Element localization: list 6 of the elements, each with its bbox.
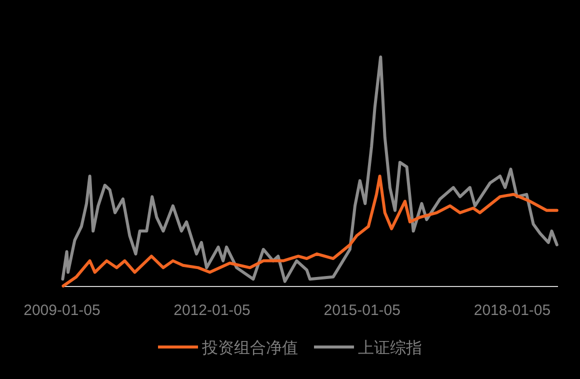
x-tick-label: 2012-01-05 xyxy=(174,302,250,319)
x-tick-label: 2009-01-05 xyxy=(24,302,100,319)
legend-label: 投资组合净值 xyxy=(201,339,298,357)
x-tick-label: 2018-01-05 xyxy=(474,302,551,319)
x-tick-label: 2015-01-05 xyxy=(324,302,400,319)
legend-label: 上证综指 xyxy=(358,339,422,357)
